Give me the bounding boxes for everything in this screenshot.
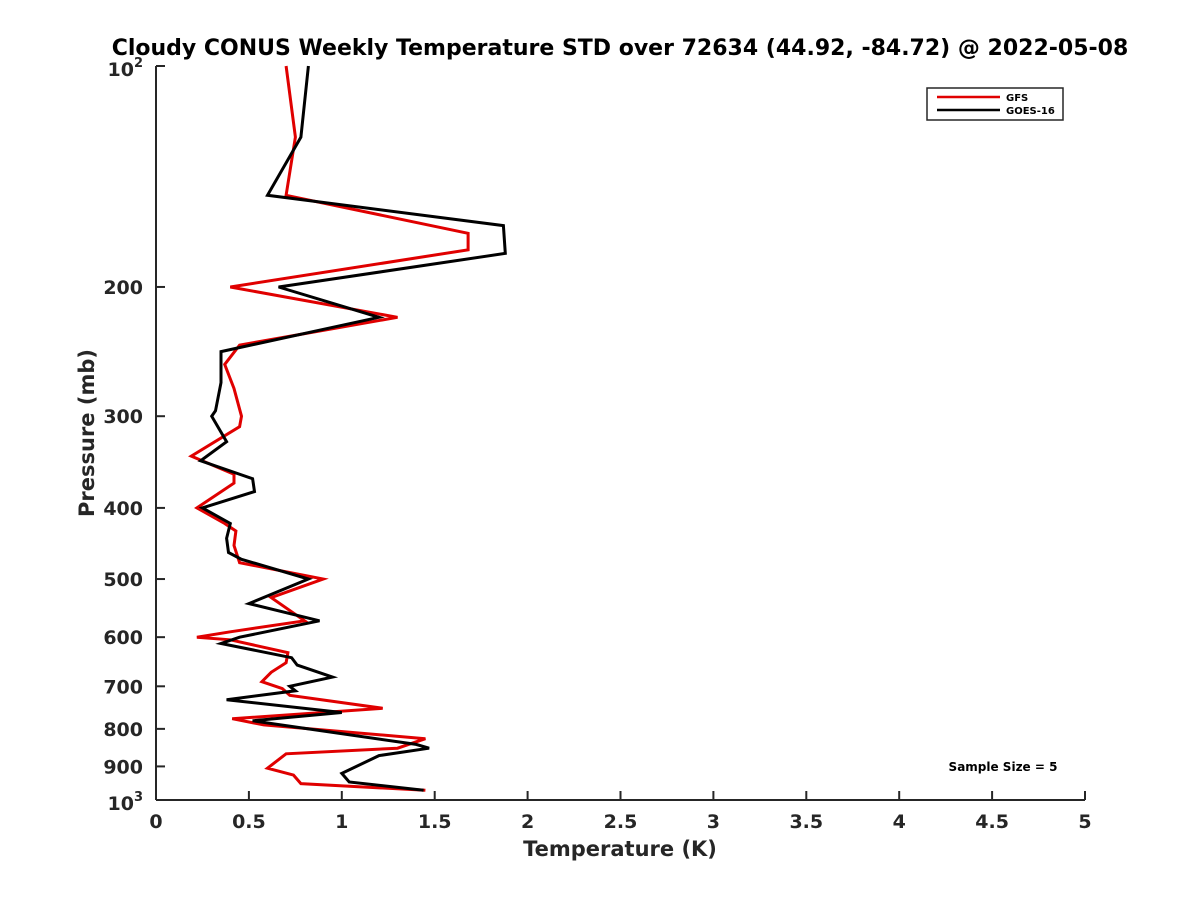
x-axis-label: Temperature (K)	[523, 837, 717, 861]
x-tick-label: 2.5	[604, 811, 638, 833]
x-tick-label: 2	[521, 811, 534, 833]
x-tick-label: 1.5	[418, 811, 452, 833]
y-tick-label: 400	[103, 498, 143, 520]
x-tick-label: 0.5	[232, 811, 266, 833]
x-tick-label: 5	[1078, 811, 1091, 833]
y-tick-label: 200	[103, 277, 143, 299]
x-tick-label: 3	[707, 811, 720, 833]
legend-label-goes16: GOES-16	[1006, 106, 1055, 117]
x-tick-label: 4	[893, 811, 906, 833]
x-tick-label: 0	[149, 811, 162, 833]
legend: GFS GOES-16	[926, 87, 1064, 121]
y-ticks: 200 300 400 500 600 700 800 900	[103, 65, 165, 801]
y-tick-label: 600	[103, 627, 143, 649]
x-tick-label: 1	[335, 811, 348, 833]
series-line-goes16	[197, 65, 507, 792]
y-tick-label: 800	[103, 719, 143, 741]
y-tick-label-bottom: 103	[108, 790, 144, 815]
legend-box	[926, 87, 1064, 121]
y-tick-label-top: 102	[108, 56, 144, 81]
y-tick-label: 700	[103, 676, 143, 698]
sample-size-annotation: Sample Size = 5	[949, 760, 1058, 774]
legend-label-gfs: GFS	[1006, 93, 1028, 104]
chart-title: Cloudy CONUS Weekly Temperature STD over…	[112, 36, 1129, 61]
series-layer	[188, 65, 507, 792]
y-tick-label: 900	[103, 756, 143, 778]
y-tick-label: 500	[103, 569, 143, 591]
x-tick-label: 3.5	[789, 811, 823, 833]
y-tick-label: 300	[103, 406, 143, 428]
x-ticks: 0 0.5 1 1.5 2 2.5 3 3.5 4 4.5 5	[149, 791, 1092, 833]
y-axis-label: Pressure (mb)	[75, 349, 99, 517]
x-tick-label: 4.5	[975, 811, 1009, 833]
